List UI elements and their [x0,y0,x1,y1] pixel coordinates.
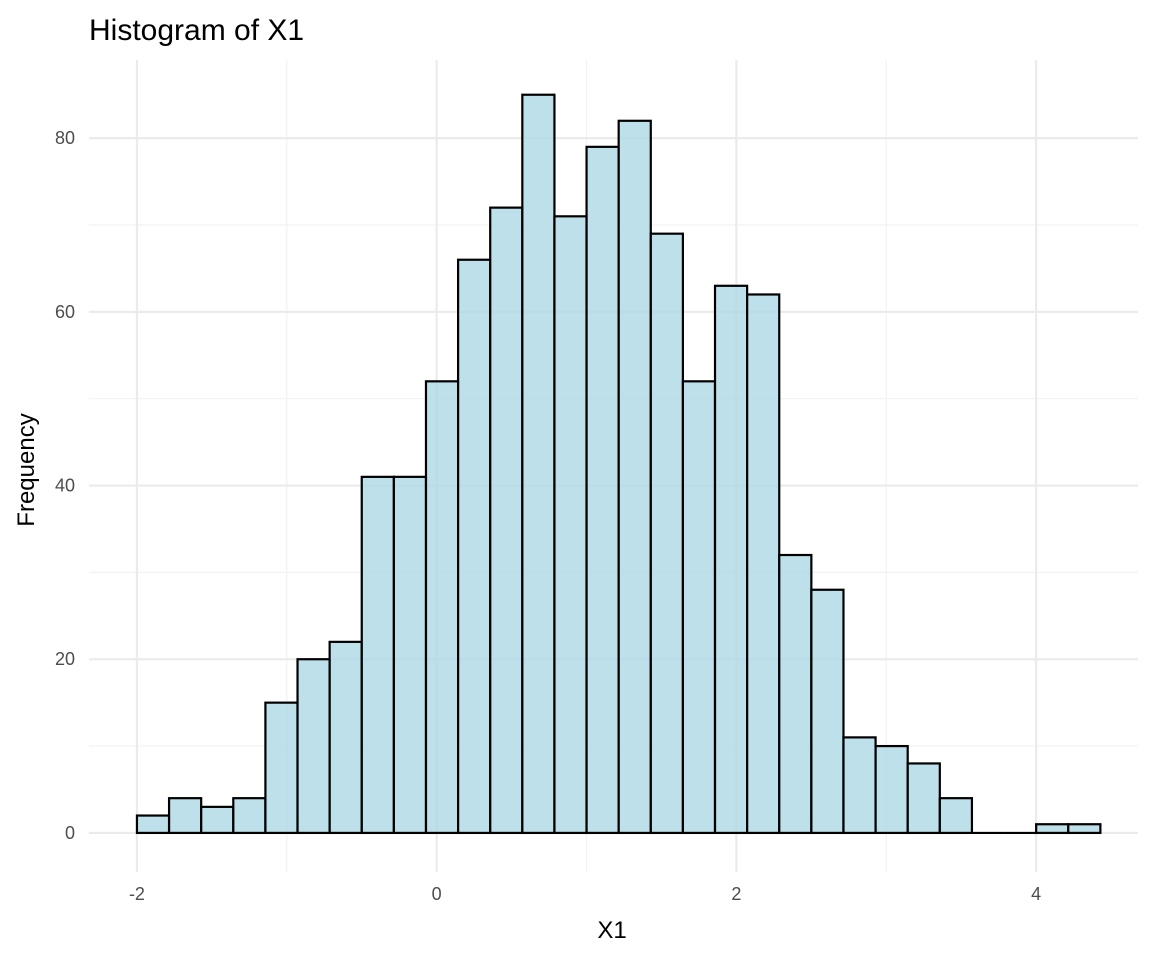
histogram-bar [906,762,941,835]
y-axis-ticks: 0 20 40 60 80 [55,128,75,843]
histogram-bar [456,258,492,835]
y-tick-label: 20 [55,649,75,669]
histogram-bar [424,380,460,835]
histogram-bars [135,93,1102,835]
histogram-bar [746,293,781,835]
histogram-bar [392,475,428,835]
y-tick-label: 40 [55,476,75,496]
y-tick-label: 60 [55,302,75,322]
histogram-bar [1035,823,1070,835]
histogram-bar [585,145,620,835]
x-tick-label: -2 [129,884,145,904]
x-tick-label: 4 [1031,884,1041,904]
histogram-bar [810,588,845,835]
histogram-bar [778,553,813,835]
histogram-bar [521,93,556,835]
y-axis-label: Frequency [13,413,40,526]
histogram-bar [296,658,331,835]
histogram-bar [264,701,299,835]
histogram-bar [360,475,395,835]
histogram-bar [328,640,363,835]
histogram-bar [617,119,652,835]
histogram-bar [713,284,749,835]
histogram-bar [553,215,588,835]
histogram-bar [200,805,235,835]
x-axis-label: X1 [597,917,626,944]
chart-title: Histogram of X1 [89,14,304,47]
histogram-bar [135,814,171,835]
y-tick-label: 80 [55,128,75,148]
histogram-bar [874,744,909,835]
histogram-bar [167,797,203,835]
histogram-bar [842,736,877,835]
histogram-bar [681,380,717,835]
x-tick-label: 0 [432,884,442,904]
histogram-bar [232,797,267,835]
histogram-bar [489,206,524,835]
histogram-bar [938,797,974,835]
x-axis-ticks: -2 0 2 4 [129,884,1041,904]
x-tick-label: 2 [731,884,741,904]
histogram-bar [649,232,684,835]
histogram-bar [1067,823,1102,835]
y-tick-label: 0 [65,823,75,843]
